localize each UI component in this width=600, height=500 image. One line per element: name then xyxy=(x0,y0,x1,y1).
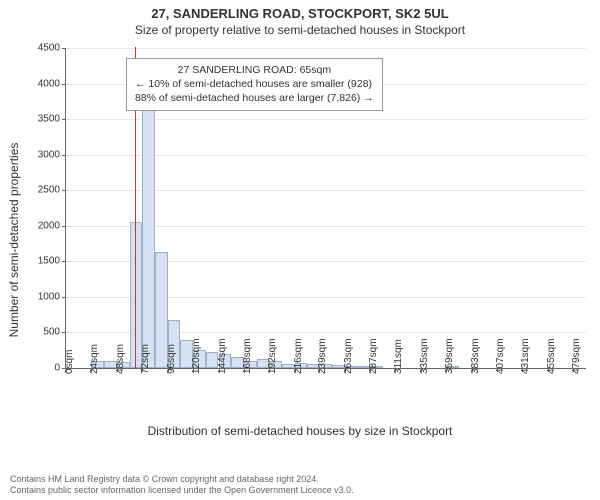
annotation-box: 27 SANDERLING ROAD: 65sqm ← 10% of semi-… xyxy=(126,58,383,111)
histogram-bar xyxy=(142,101,155,368)
page-subtitle: Size of property relative to semi-detach… xyxy=(0,21,600,37)
x-tick-label: 263sqm xyxy=(343,338,354,374)
x-tick-label: 24sqm xyxy=(89,344,100,374)
x-tick-label: 96sqm xyxy=(166,344,177,374)
x-tick-label: 431sqm xyxy=(520,338,531,374)
y-tick-mark xyxy=(62,84,66,85)
x-tick-label: 383sqm xyxy=(470,338,481,374)
x-tick-label: 311sqm xyxy=(393,339,404,374)
y-tick-mark xyxy=(62,297,66,298)
x-tick-label: 120sqm xyxy=(191,338,202,374)
y-tick-label: 4000 xyxy=(38,78,60,89)
x-axis-label: Distribution of semi-detached houses by … xyxy=(0,424,600,438)
x-tick-label: 72sqm xyxy=(140,344,151,374)
x-tick-label: 287sqm xyxy=(368,338,379,374)
page-title: 27, SANDERLING ROAD, STOCKPORT, SK2 5UL xyxy=(0,0,600,21)
grid-line xyxy=(66,48,586,49)
x-tick-label: 216sqm xyxy=(293,338,304,374)
y-tick-label: 500 xyxy=(43,327,60,338)
y-tick-label: 3000 xyxy=(38,149,60,160)
footer-attribution: Contains HM Land Registry data © Crown c… xyxy=(10,474,354,497)
chart-container: Number of semi-detached properties 05001… xyxy=(0,40,600,440)
x-tick-label: 407sqm xyxy=(495,338,506,374)
x-tick-label: 479sqm xyxy=(571,338,582,374)
y-tick-mark xyxy=(62,190,66,191)
annotation-line-2: ← 10% of semi-detached houses are smalle… xyxy=(135,77,374,91)
x-tick-label: 239sqm xyxy=(317,338,328,374)
y-tick-mark xyxy=(62,119,66,120)
y-tick-label: 1000 xyxy=(38,291,60,302)
y-tick-label: 3500 xyxy=(38,114,60,125)
y-tick-mark xyxy=(62,332,66,333)
y-tick-mark xyxy=(62,226,66,227)
x-tick-label: 0sqm xyxy=(64,350,75,374)
y-tick-mark xyxy=(62,261,66,262)
y-tick-label: 2500 xyxy=(38,185,60,196)
plot-area: 0500100015002000250030003500400045000sqm… xyxy=(65,48,586,369)
y-tick-mark xyxy=(62,155,66,156)
x-tick-label: 168sqm xyxy=(242,338,253,374)
y-axis-label: Number of semi-detached properties xyxy=(7,143,21,338)
annotation-line-3: 88% of semi-detached houses are larger (… xyxy=(135,91,374,105)
x-tick-label: 48sqm xyxy=(115,344,126,374)
x-tick-label: 359sqm xyxy=(444,338,455,374)
y-tick-mark xyxy=(62,48,66,49)
x-tick-label: 192sqm xyxy=(267,338,278,374)
annotation-line-1: 27 SANDERLING ROAD: 65sqm xyxy=(135,63,374,77)
x-tick-label: 335sqm xyxy=(419,338,430,374)
x-tick-label: 455sqm xyxy=(546,338,557,374)
y-tick-label: 2000 xyxy=(38,220,60,231)
footer-line-2: Contains public sector information licen… xyxy=(10,485,354,496)
y-tick-label: 1500 xyxy=(38,256,60,267)
y-tick-label: 0 xyxy=(54,363,60,374)
y-tick-label: 4500 xyxy=(38,43,60,54)
footer-line-1: Contains HM Land Registry data © Crown c… xyxy=(10,474,354,485)
x-tick-label: 144sqm xyxy=(217,338,228,374)
